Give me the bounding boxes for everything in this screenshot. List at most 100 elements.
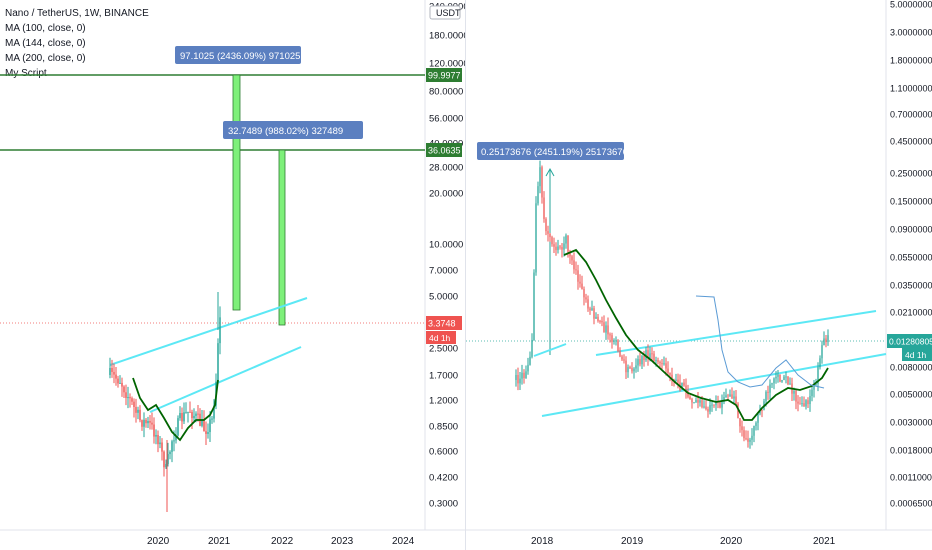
candle-body [555, 246, 557, 251]
candle-body [777, 374, 779, 377]
candle-body [147, 420, 149, 424]
candle-body [629, 367, 631, 369]
currency-label: USDT [436, 8, 461, 18]
chart-legend: Nano / TetherUS, 1W, BINANCE MA (100, cl… [5, 6, 149, 81]
candle-body [741, 426, 743, 431]
moving-average-line [132, 377, 219, 442]
candle-body [699, 400, 701, 403]
candle-body [585, 297, 587, 300]
moving-average-line-2 [695, 295, 825, 389]
channel-lower-line [541, 353, 887, 417]
candle-body [785, 376, 787, 378]
candle-body [757, 413, 759, 423]
candle-body [709, 405, 711, 412]
candle-body [647, 350, 649, 359]
candle-body [137, 409, 139, 413]
candle-body [593, 308, 595, 319]
candle-body [581, 283, 583, 290]
candle-body [163, 451, 165, 468]
candle-body [743, 430, 745, 439]
price-tick-label: 3.00000000 [890, 28, 932, 38]
candle-body [789, 383, 791, 385]
candle-body [533, 272, 535, 341]
candle-body [191, 411, 193, 419]
price-tick-label: 1.80000000 [890, 56, 932, 66]
candle-body [517, 375, 519, 384]
measure-label-2: 32.7489 (988.02%) 327489 [228, 126, 343, 137]
candle-body [589, 308, 591, 311]
candle-body [575, 269, 577, 271]
candle-body [167, 454, 169, 465]
candle-body [527, 364, 529, 372]
candle-body [621, 356, 623, 360]
candle-body [149, 420, 151, 423]
candle-body [127, 397, 129, 399]
time-tick-label: 2020 [147, 536, 170, 547]
candle-body [209, 419, 211, 433]
price-tick-label: 0.8500 [429, 422, 458, 433]
candle-body [649, 353, 651, 359]
candle-body [195, 413, 197, 416]
candle-body [737, 403, 739, 419]
candle-body [813, 384, 815, 390]
candle-body [189, 411, 191, 413]
price-tick-label: 0.6000 [429, 447, 458, 458]
candle-body [643, 355, 645, 361]
candle-body [637, 359, 639, 366]
channel-lower-line [149, 346, 302, 413]
legend-ma-200[interactable]: MA (200, close, 0) [5, 53, 86, 64]
candle-body [217, 343, 219, 382]
candle-body [811, 389, 813, 397]
price-tick-label: 56.0000 [429, 114, 463, 125]
candle-body [797, 401, 799, 404]
candle-body [151, 422, 153, 425]
candle-body [603, 322, 605, 333]
candle-body [691, 399, 693, 403]
price-tick-label: 1.7000 [429, 371, 458, 382]
candle-body [193, 415, 195, 419]
candle-body [769, 384, 771, 393]
candle-body [141, 420, 143, 427]
candle-body [631, 368, 633, 372]
price-tick-label: 1.2000 [429, 396, 458, 407]
currency-tag [429, 5, 461, 20]
price-tick-label: 20.0000 [429, 189, 463, 200]
chart-right-panel[interactable]: 5.00000000 3.00000000 1.80000000 1.10000000… [466, 0, 932, 550]
candle-body [577, 270, 579, 282]
candle-body [615, 340, 617, 342]
candle-body [745, 438, 747, 440]
time-tick-label: 2021 [208, 536, 231, 547]
candle-body [529, 356, 531, 365]
candle-body [685, 385, 687, 392]
legend-my-script[interactable]: My Script [5, 68, 47, 79]
measure-arrow-head [545, 167, 555, 177]
candle-body [655, 359, 657, 361]
legend-ma-100[interactable]: MA (100, close, 0) [5, 23, 86, 34]
candle-body [671, 374, 673, 380]
candle-body [687, 391, 689, 397]
candle-body [713, 404, 715, 406]
candle-body [799, 403, 801, 405]
time-tick-label: 2018 [531, 536, 554, 547]
chart-left-panel[interactable]: 240.0000180.0000120.000080.000056.000040… [0, 0, 466, 550]
candle-body [129, 397, 131, 399]
candle-body [663, 363, 665, 365]
candle-body [683, 382, 685, 386]
candle-body [161, 442, 163, 452]
candle-body [545, 218, 547, 232]
legend-symbol[interactable]: Nano / TetherUS, 1W, BINANCE [5, 8, 149, 19]
candle-body [197, 413, 199, 415]
legend-ma-144[interactable]: MA (144, close, 0) [5, 38, 86, 49]
candle-body [761, 409, 763, 411]
candle-body [657, 359, 659, 362]
candle-body [723, 397, 725, 402]
candle-body [619, 350, 621, 357]
